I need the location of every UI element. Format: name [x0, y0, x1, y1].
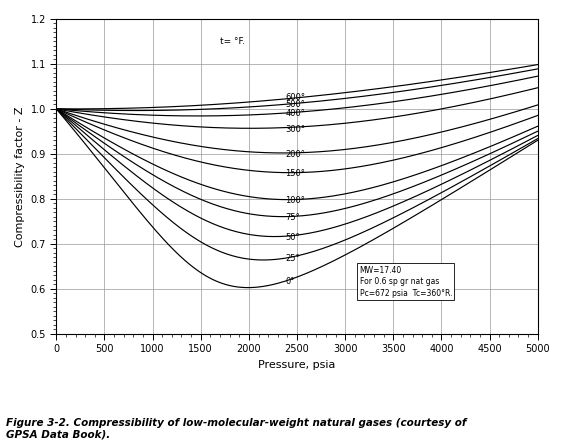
Text: MW=17.40
For 0.6 sp gr nat gas
Pc=672 psia  Tc=360°R.: MW=17.40 For 0.6 sp gr nat gas Pc=672 ps… — [359, 266, 452, 298]
Text: 25°: 25° — [285, 255, 300, 263]
Text: 100°: 100° — [285, 196, 305, 206]
Text: 400°: 400° — [285, 109, 305, 118]
Text: 200°: 200° — [285, 150, 305, 159]
Text: 0°: 0° — [285, 278, 295, 286]
Text: 300°: 300° — [285, 125, 306, 133]
Text: 50°: 50° — [285, 233, 300, 242]
Text: Figure 3-2. Compressibility of low-molecular-weight natural gases (courtesy of
G: Figure 3-2. Compressibility of low-molec… — [6, 418, 466, 440]
Text: 600°: 600° — [285, 93, 306, 102]
Text: 500°: 500° — [285, 99, 305, 109]
Text: 150°: 150° — [285, 169, 305, 179]
Text: 75°: 75° — [285, 213, 300, 222]
Text: t= °F.: t= °F. — [220, 37, 245, 46]
X-axis label: Pressure, psia: Pressure, psia — [258, 359, 336, 370]
Y-axis label: Compressibility factor - Z: Compressibility factor - Z — [15, 106, 25, 247]
